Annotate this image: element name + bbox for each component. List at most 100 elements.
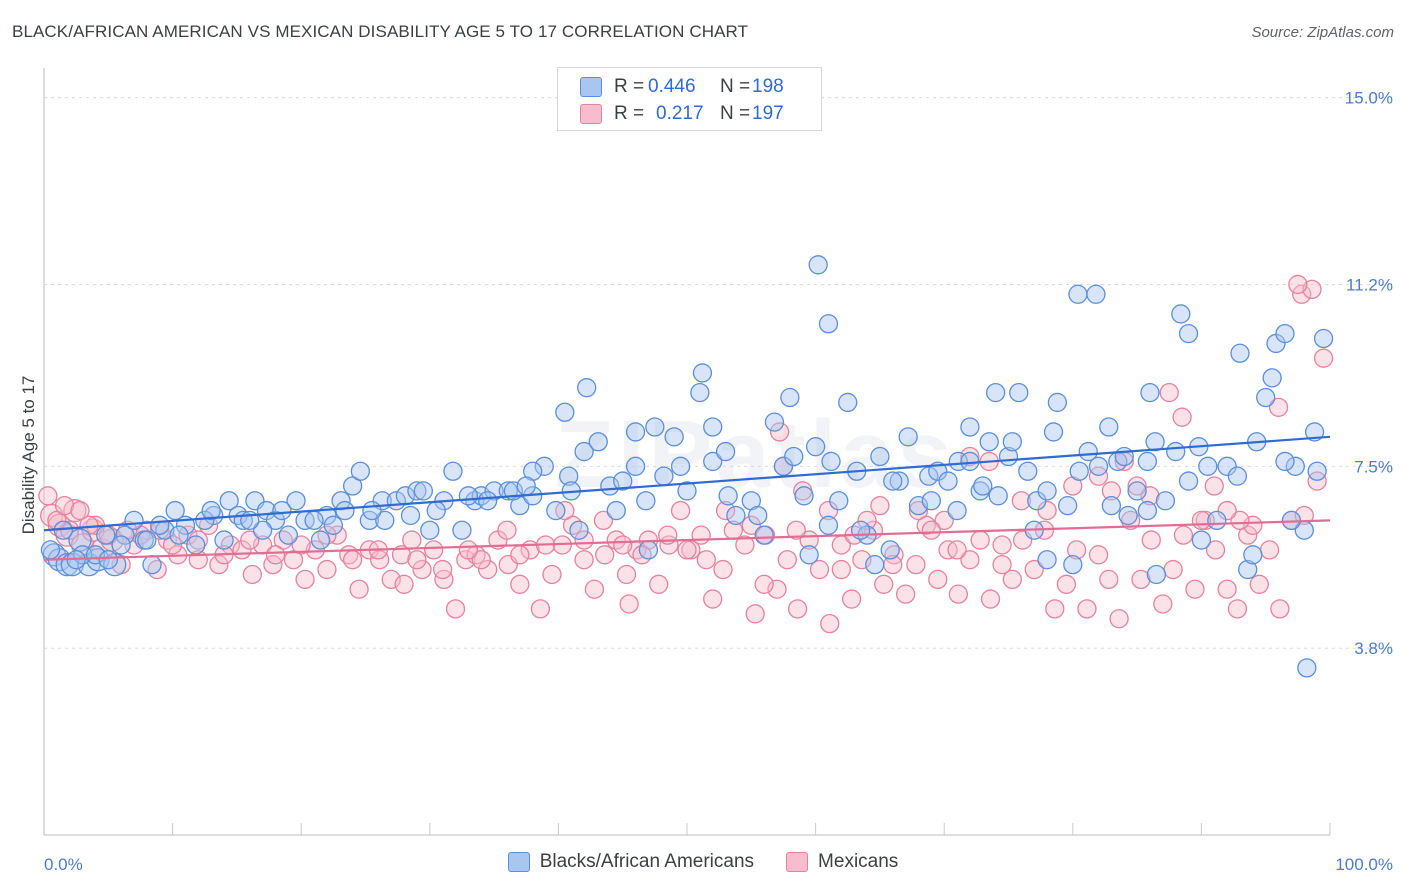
n-value-mexicans: 197	[752, 103, 784, 124]
blacks-point	[1009, 382, 1029, 403]
blacks-point	[773, 456, 794, 476]
blacks-point	[534, 456, 554, 476]
blacks-point	[715, 441, 736, 462]
mexicans-point	[593, 510, 614, 531]
blacks-point	[1262, 368, 1282, 388]
blacks-point	[546, 500, 566, 521]
blacks-point	[375, 510, 395, 531]
legend-label-mexicans: Mexicans	[818, 851, 899, 872]
blacks-point	[407, 481, 427, 501]
blacks-point	[821, 451, 841, 472]
mexicans-point	[1259, 540, 1280, 560]
mexicans-point	[713, 559, 733, 580]
blacks-point	[452, 520, 472, 540]
mexicans-point	[1230, 510, 1250, 531]
mexicans-point	[670, 500, 691, 521]
mexicans-point	[857, 510, 877, 531]
blacks-point	[919, 466, 939, 486]
blacks-point	[304, 510, 324, 531]
mexicans-point	[1109, 609, 1129, 629]
blacks-point	[1191, 530, 1212, 550]
mexicans-point	[445, 599, 466, 619]
blacks-point	[1069, 461, 1089, 481]
mexicans-point	[1024, 559, 1044, 580]
mexicans-point	[649, 574, 669, 594]
mexicans-point	[1204, 476, 1224, 496]
mexicans-point	[1153, 594, 1173, 614]
mexicans-point	[1173, 525, 1194, 545]
blacks-point	[670, 456, 691, 476]
blacks-point	[784, 446, 804, 467]
mexicans-point	[433, 559, 453, 580]
mexicans-point	[895, 584, 916, 604]
mexicans-point	[948, 584, 968, 604]
mexicans-point	[769, 422, 790, 442]
blacks-point	[458, 486, 479, 506]
mexicans-point	[809, 559, 830, 580]
mexicans-point	[412, 559, 432, 580]
blacks-trend-line	[43, 435, 1331, 532]
blacks-point	[1285, 456, 1305, 476]
mexicans-point	[1077, 599, 1097, 619]
n-value-blacks: 198	[752, 76, 784, 97]
blacks-point	[1307, 461, 1327, 481]
mexicans-point	[613, 535, 633, 555]
legend-label-blacks: Blacks/African Americans	[539, 851, 755, 872]
mexicans-point	[787, 599, 808, 619]
legend-item-blacks[interactable]: Blacks/African Americans	[507, 851, 755, 873]
blacks-point	[748, 505, 768, 526]
blacks-point	[272, 500, 292, 521]
blacks-point	[898, 427, 918, 447]
blacks-point	[973, 476, 993, 496]
mexicans-point	[471, 550, 491, 570]
r-label: R =	[614, 76, 645, 97]
mexicans-point	[369, 550, 390, 570]
blacks-point	[516, 476, 536, 496]
blacks-point	[278, 525, 298, 545]
blacks-point	[265, 510, 286, 531]
mexicans-point	[1088, 466, 1109, 486]
r-value-mexicans: 0.217	[656, 103, 704, 124]
blacks-point	[310, 530, 331, 550]
mexicans-point	[735, 535, 755, 555]
mexicans-point	[1067, 540, 1087, 560]
blacks-point	[350, 461, 371, 481]
blacks-point	[1137, 451, 1158, 472]
mexicans-point	[584, 579, 605, 599]
r-value-blacks: 0.446	[648, 76, 696, 97]
mexicans-point	[1101, 481, 1122, 501]
x-tick-label-min: 0.0%	[44, 855, 83, 874]
mexicans-point	[820, 613, 840, 634]
x-ticks	[43, 823, 1331, 835]
trend-lines	[43, 435, 1331, 561]
blacks-point	[443, 461, 463, 481]
blacks-point	[115, 525, 135, 545]
blacks-point	[1238, 559, 1258, 580]
mexicans-points	[38, 274, 1334, 634]
blacks-point	[654, 466, 674, 486]
legend-item-mexicans[interactable]: Mexicans	[786, 851, 898, 873]
blacks-point	[818, 515, 839, 535]
blacks-point	[1304, 422, 1325, 442]
mexicans-point	[60, 520, 80, 540]
blacks-point	[1137, 500, 1158, 521]
mexicans-point	[342, 550, 363, 570]
mexicans-point	[754, 574, 774, 594]
blacks-point	[690, 382, 710, 403]
blacks-point	[664, 427, 684, 447]
blacks-point	[947, 500, 967, 521]
blacks-point	[1166, 441, 1186, 462]
mexicans-point	[786, 520, 806, 540]
legend-row-blacks: R = 0.446 N = 198	[580, 74, 784, 100]
mexicans-point	[1249, 574, 1269, 594]
blacks-point	[137, 530, 157, 550]
mexicans-point	[305, 540, 325, 560]
blacks-point	[400, 505, 421, 526]
mexicans-point	[291, 535, 311, 555]
mexicans-point	[54, 496, 75, 516]
blacks-point	[1297, 658, 1317, 678]
mexicans-point	[1302, 279, 1322, 300]
blacks-point	[252, 520, 273, 540]
blacks-point	[865, 554, 885, 575]
